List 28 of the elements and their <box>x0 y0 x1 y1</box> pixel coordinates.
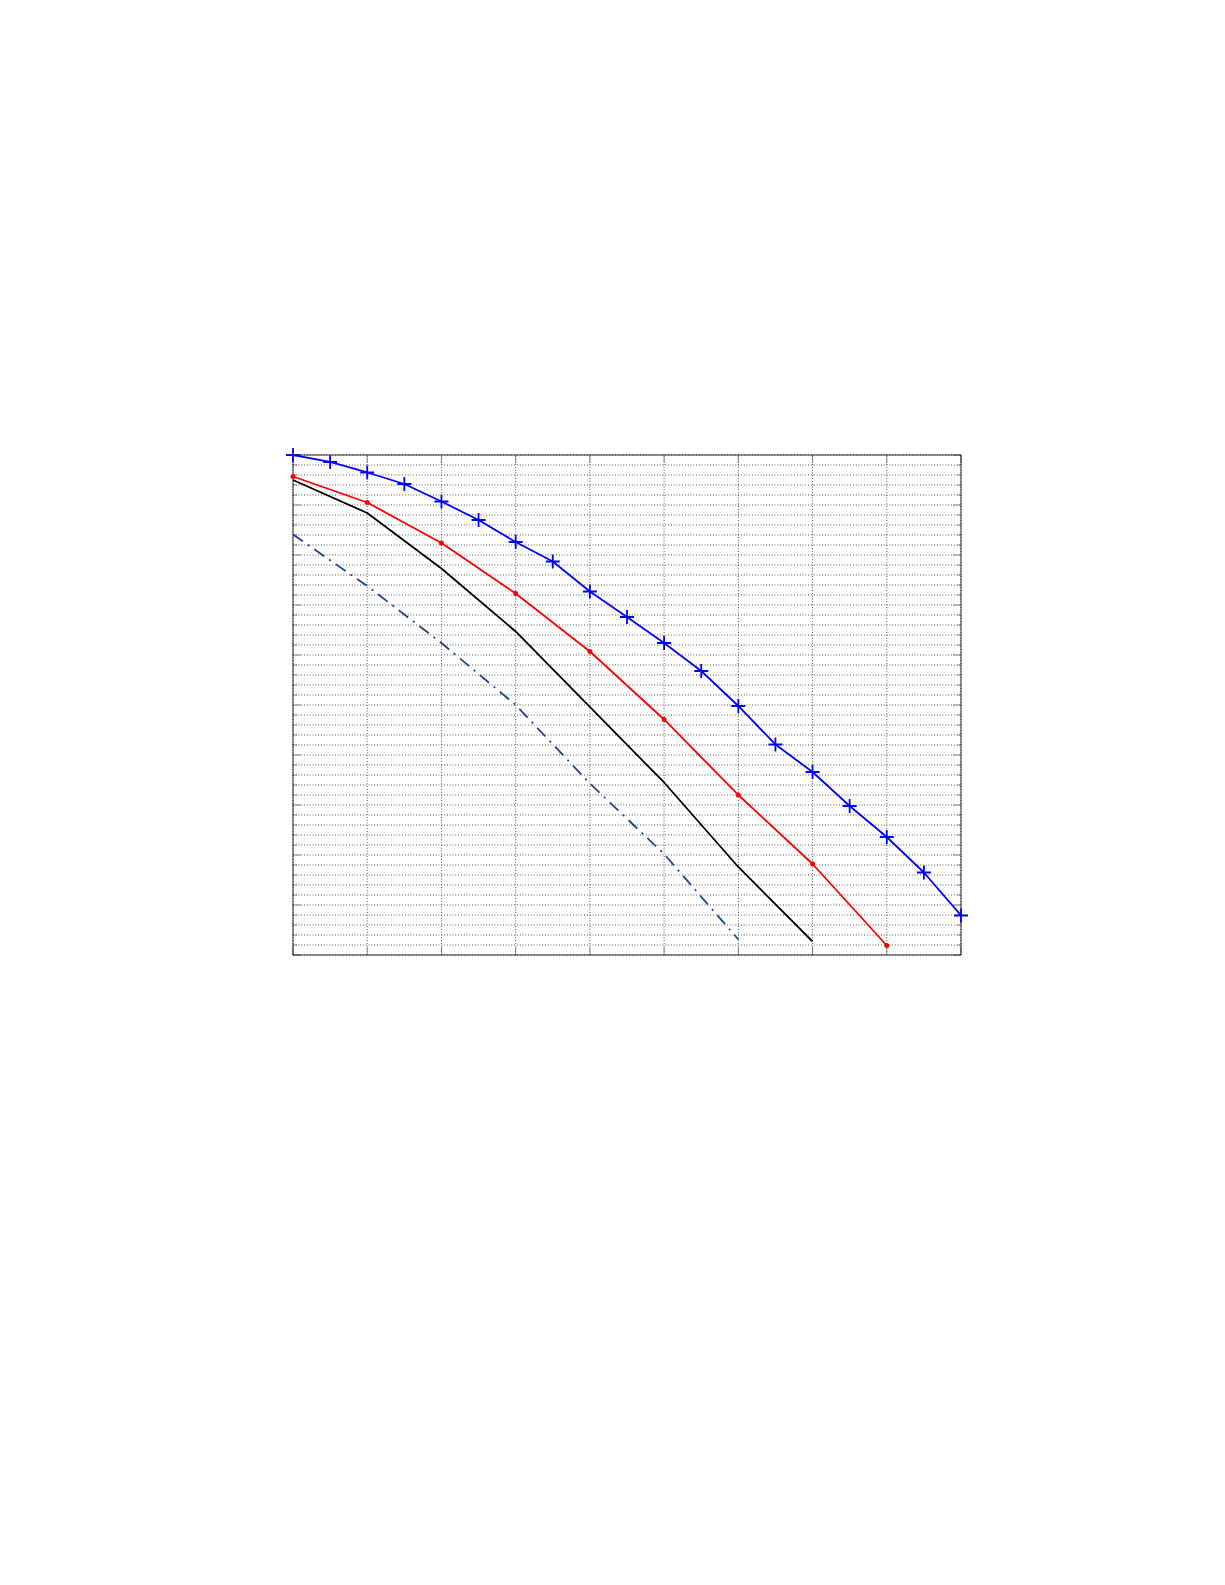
point <box>470 512 487 528</box>
point <box>804 764 821 780</box>
point <box>735 792 741 798</box>
point <box>581 583 598 600</box>
point <box>841 798 858 814</box>
point <box>322 454 339 470</box>
point <box>656 635 673 651</box>
point <box>359 464 376 481</box>
point <box>884 942 890 948</box>
point <box>767 736 784 753</box>
point <box>290 473 296 479</box>
point <box>507 534 524 550</box>
point <box>285 447 301 463</box>
point <box>693 663 710 679</box>
point <box>364 499 370 505</box>
point <box>915 864 932 881</box>
point <box>810 861 816 867</box>
point <box>730 698 747 714</box>
point <box>513 590 519 596</box>
point <box>587 648 593 654</box>
point <box>544 553 561 570</box>
point <box>433 493 450 510</box>
point <box>953 907 969 924</box>
point <box>438 540 444 546</box>
point <box>661 716 667 722</box>
point <box>619 609 635 625</box>
point <box>396 476 413 492</box>
point <box>878 829 895 845</box>
